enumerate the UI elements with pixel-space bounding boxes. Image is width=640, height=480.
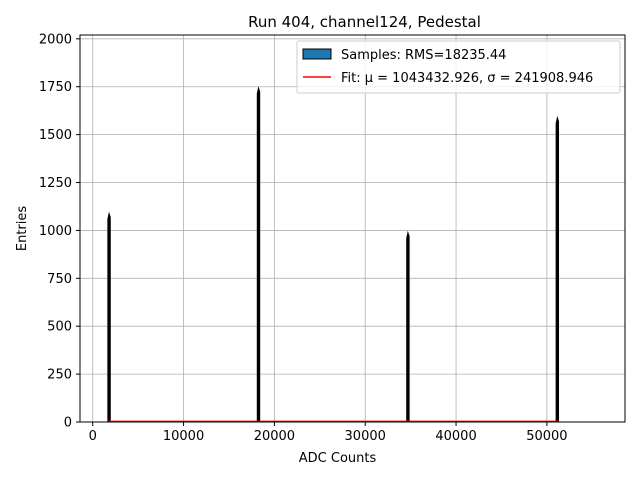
y-tick-label: 250 <box>47 368 72 383</box>
y-tick-label: 500 <box>47 320 72 335</box>
y-tick-label: 1250 <box>39 176 72 191</box>
histogram-peak <box>256 86 261 423</box>
histogram-peak <box>107 211 111 423</box>
y-tick-label: 2000 <box>39 32 72 47</box>
y-tick-label: 1000 <box>39 224 72 239</box>
histogram-peak <box>406 230 410 423</box>
y-tick-label: 1500 <box>39 128 72 143</box>
x-tick-label: 10000 <box>163 429 204 444</box>
y-tick-label: 0 <box>64 416 72 431</box>
x-tick-label: 0 <box>89 429 97 444</box>
x-tick-label: 30000 <box>345 429 386 444</box>
legend-label-fit: Fit: μ = 1043432.926, σ = 241908.946 <box>341 71 593 86</box>
legend-box <box>296 40 621 94</box>
chart-title: Run 404, channel124, Pedestal <box>248 13 481 31</box>
plot-frame <box>79 34 626 423</box>
y-tick-label: 750 <box>47 272 72 287</box>
y-axis-label: Entries <box>15 206 30 252</box>
x-tick-label: 20000 <box>254 429 295 444</box>
x-axis-label: ADC Counts <box>299 451 377 466</box>
axis-ticks: 0 10000 20000 30000 40000 50000 0 250 500 750 1000… <box>39 32 568 444</box>
legend: Samples: RMS=18235.44 Fit: μ = 1043432.9… <box>296 40 621 94</box>
x-tick-label: 40000 <box>435 429 476 444</box>
histogram-peak <box>555 115 560 423</box>
legend-label-samples: Samples: RMS=18235.44 <box>341 48 506 63</box>
y-tick-label: 1750 <box>39 80 72 95</box>
x-tick-label: 50000 <box>526 429 567 444</box>
data-layer <box>107 86 560 423</box>
legend-swatch-samples <box>302 48 332 60</box>
